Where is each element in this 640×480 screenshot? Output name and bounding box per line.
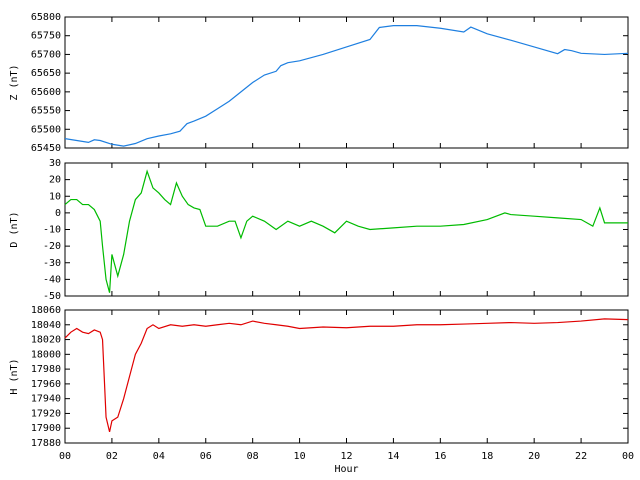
- x-tick-label: 14: [387, 451, 399, 462]
- y-tick-label: 17960: [31, 379, 61, 390]
- plot-frame: [64, 309, 629, 444]
- x-tick-label: 12: [340, 451, 352, 462]
- y-tick-label: 0: [55, 208, 61, 219]
- y-tick-label: 17920: [31, 408, 61, 419]
- x-tick-label: 06: [200, 451, 212, 462]
- y-tick-label: 65450: [31, 143, 61, 154]
- y-tick-label: -40: [43, 274, 61, 285]
- y-tick-label: 65500: [31, 124, 61, 135]
- x-tick-label: 00: [622, 451, 634, 462]
- plot-frame: [64, 162, 629, 297]
- y-tick-label: 65600: [31, 87, 61, 98]
- data-line: [64, 25, 629, 147]
- y-tick-label: 10: [49, 191, 61, 202]
- x-tick-label: 22: [575, 451, 587, 462]
- y-tick-label: 18000: [31, 349, 61, 360]
- x-tick-label: 02: [106, 451, 118, 462]
- y-axis-label: H (nT): [9, 358, 20, 394]
- y-tick-label: 65550: [31, 106, 61, 117]
- y-tick-label: -30: [43, 258, 61, 269]
- y-tick-label: 65800: [31, 12, 61, 23]
- y-tick-label: 17940: [31, 394, 61, 405]
- y-tick-label: 30: [49, 158, 61, 169]
- x-tick-label: 10: [294, 451, 306, 462]
- x-tick-label: 18: [481, 451, 493, 462]
- y-axis-label: Z (nT): [9, 64, 20, 100]
- x-tick-label: 20: [528, 451, 540, 462]
- y-tick-label: -10: [43, 225, 61, 236]
- y-tick-label: 65650: [31, 68, 61, 79]
- data-line: [64, 318, 629, 433]
- y-tick-label: 18040: [31, 320, 61, 331]
- y-tick-label: 17900: [31, 423, 61, 434]
- y-tick-label: -20: [43, 241, 61, 252]
- x-tick-label: 00: [59, 451, 71, 462]
- x-tick-label: 16: [434, 451, 446, 462]
- data-line: [64, 169, 628, 293]
- y-tick-label: -50: [43, 291, 61, 302]
- x-tick-label: 08: [247, 451, 259, 462]
- y-tick-label: 17880: [31, 438, 61, 449]
- y-tick-label: 65700: [31, 49, 61, 60]
- y-tick-label: 17980: [31, 364, 61, 375]
- y-tick-label: 20: [49, 175, 61, 186]
- y-tick-label: 65750: [31, 31, 61, 42]
- y-axis-label: D (nT): [9, 211, 20, 247]
- x-axis-label: Hour: [334, 464, 358, 475]
- y-tick-label: 18020: [31, 335, 61, 346]
- plot-frame: [64, 16, 629, 149]
- y-tick-label: 18060: [31, 305, 61, 316]
- x-tick-label: 04: [153, 451, 165, 462]
